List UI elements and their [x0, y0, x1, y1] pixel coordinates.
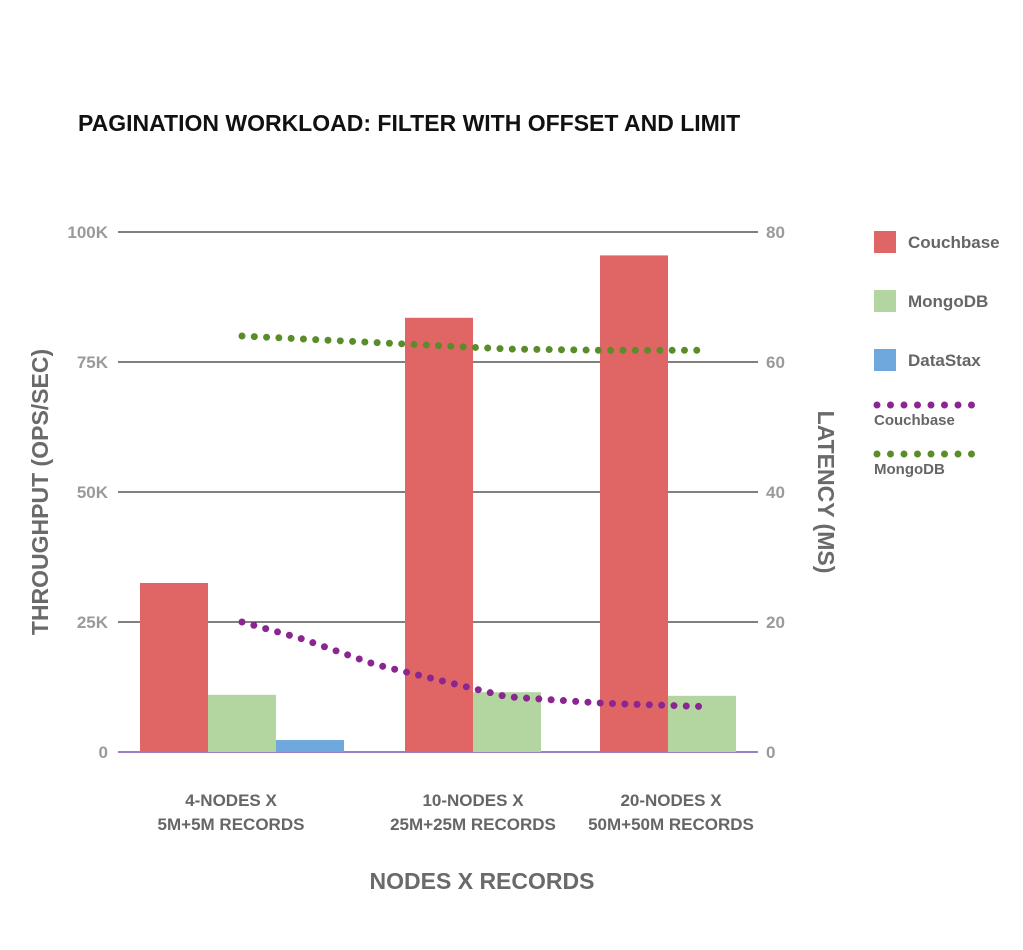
bar-mongodb — [473, 692, 541, 752]
latency-line-couchbase — [238, 618, 706, 710]
bar-mongodb — [208, 694, 276, 752]
legend: Couchbase MongoDB DataStax Couchbase MongoDB — [873, 231, 1000, 478]
y2-tick-label: 80 — [766, 223, 785, 242]
legend-label: MongoDB — [874, 461, 945, 478]
bar-couchbase — [405, 317, 473, 752]
y2-axis-ticks: 0 20 40 60 80 — [766, 223, 785, 762]
y-tick-label: 100K — [67, 223, 108, 242]
x-tick-label: 4-NODES X 5M+5M RECORDS — [158, 791, 305, 834]
x-tick-label: 20-NODES X 50M+50M RECORDS — [588, 791, 754, 834]
legend-swatch-datastax — [874, 349, 896, 371]
y2-tick-label: 0 — [766, 743, 775, 762]
x-tick-label: 10-NODES X 25M+25M RECORDS — [390, 791, 556, 834]
y-tick-label: 0 — [99, 743, 108, 762]
y-tick-label: 50K — [77, 483, 109, 502]
y2-tick-label: 20 — [766, 613, 785, 632]
latency-lines — [238, 332, 706, 710]
legend-label: MongoDB — [908, 292, 988, 311]
chart-title: PAGINATION WORKLOAD: FILTER WITH OFFSET … — [78, 110, 740, 136]
legend-label: Couchbase — [874, 412, 955, 429]
y2-tick-label: 40 — [766, 483, 785, 502]
legend-swatch-mongodb — [874, 290, 896, 312]
y2-tick-label: 60 — [766, 353, 785, 372]
bar-datastax — [276, 740, 344, 752]
legend-label: Couchbase — [908, 233, 1000, 252]
x-axis-title: NODES X RECORDS — [370, 868, 595, 894]
y-tick-label: 75K — [77, 353, 109, 372]
bar-couchbase — [140, 583, 208, 752]
x-axis-ticks: 4-NODES X 5M+5M RECORDS 10-NODES X 25M+25M … — [158, 791, 754, 834]
bar-couchbase — [600, 255, 668, 752]
legend-label: DataStax — [908, 351, 981, 370]
y-tick-label: 25K — [77, 613, 109, 632]
legend-swatch-couchbase — [874, 231, 896, 253]
latency-line-mongodb — [238, 332, 706, 354]
bars — [140, 255, 736, 752]
y-axis-title: THROUGHPUT (OPS/SEC) — [27, 349, 53, 635]
bar-mongodb — [668, 695, 736, 752]
y-axis-ticks: 0 25K 50K 75K 100K — [67, 223, 108, 762]
y2-axis-title: LATENCY (MS) — [813, 411, 839, 574]
